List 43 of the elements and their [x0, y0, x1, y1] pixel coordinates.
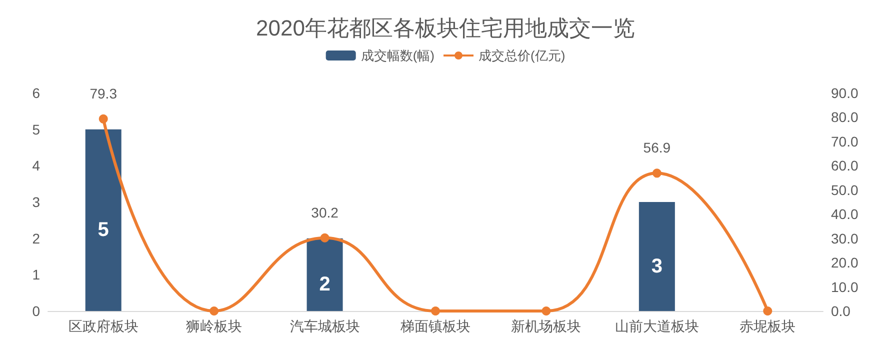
x-tick-label: 山前大道板块 [614, 318, 699, 334]
point [320, 233, 330, 242]
point [763, 306, 772, 316]
point [542, 306, 551, 316]
y-tick-label: 0 [32, 303, 40, 319]
y2-tick-label: 60.0 [831, 158, 858, 174]
x-tick-label: 汽车城板块 [290, 318, 360, 334]
data-label: 5 [98, 219, 109, 242]
y-tick-label: 3 [32, 194, 40, 210]
x-tick-label: 赤坭板块 [740, 318, 796, 334]
y2-tick-label: 70.0 [831, 133, 858, 150]
legend-label: 成交总价(亿元) [478, 48, 566, 63]
x-tick-label: 狮岭板块 [186, 318, 242, 334]
y2-tick-label: 80.0 [831, 109, 858, 126]
bar [85, 129, 122, 311]
y2-tick-label: 10.0 [831, 278, 858, 295]
point [98, 114, 108, 124]
y-tick-label: 5 [32, 121, 40, 138]
y2-tick-label: 30.0 [831, 230, 858, 246]
y2-tick-label: 20.0 [831, 254, 858, 271]
bar [638, 202, 675, 311]
x-tick-label: 梯面镇板块 [400, 318, 470, 334]
y2-tick-label: 40.0 [831, 206, 858, 222]
y2-tick-label: 90.0 [831, 85, 858, 101]
bar [306, 238, 343, 311]
x-tick-label: 新机场板块 [511, 318, 582, 334]
y-tick-label: 2 [32, 230, 40, 246]
y2-tick-label: 50.0 [831, 182, 858, 198]
point [652, 168, 662, 178]
legend-label: 成交幅数(幅) [360, 48, 435, 63]
data-label: 56.9 [643, 140, 671, 156]
data-label: 2 [319, 274, 330, 296]
y-tick-label: 4 [32, 158, 40, 174]
point [210, 306, 219, 316]
y2-tick-label: 0.0 [831, 303, 851, 319]
point [431, 306, 440, 316]
data-label: 30.2 [311, 204, 339, 220]
y-tick-label: 1 [32, 266, 40, 283]
data-label: 3 [651, 256, 662, 278]
chart-title: 2020年花都区各板块住宅用地成交一览 [256, 16, 635, 40]
x-tick-label: 区政府板块 [68, 318, 138, 334]
data-label: 79.3 [90, 85, 118, 102]
y-tick-label: 6 [32, 85, 40, 101]
